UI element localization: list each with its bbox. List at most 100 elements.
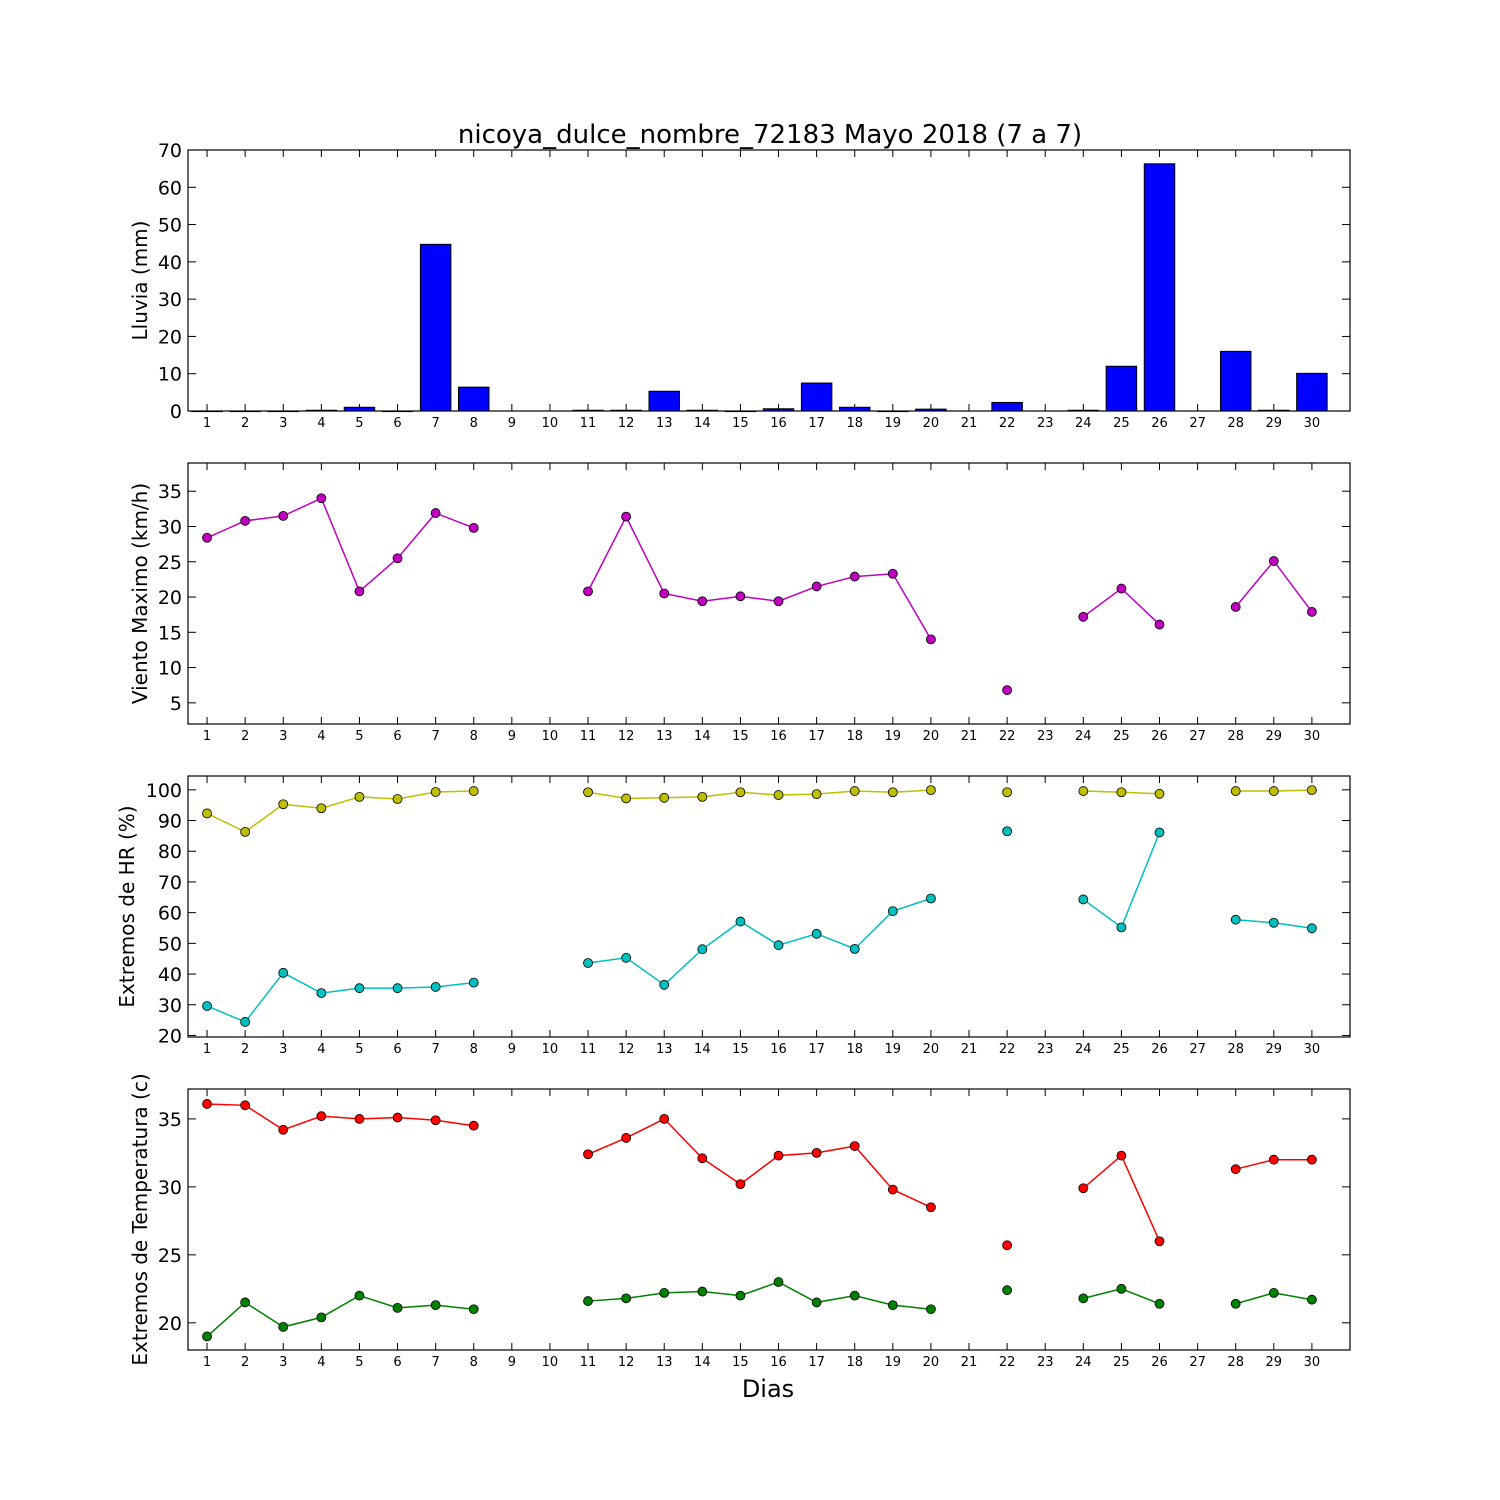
data-point bbox=[354, 983, 365, 994]
series-1 bbox=[202, 493, 1317, 696]
x-tick-label: 10 bbox=[542, 1042, 559, 1057]
data-point bbox=[583, 1296, 593, 1306]
data-point bbox=[926, 893, 936, 904]
data-point bbox=[202, 532, 212, 543]
x-tick-label: 6 bbox=[393, 416, 401, 431]
bar bbox=[572, 409, 604, 412]
y-tick-label: 25 bbox=[158, 552, 182, 574]
data-point bbox=[1154, 619, 1165, 630]
x-tick-label: 24 bbox=[1075, 729, 1092, 744]
data-point bbox=[316, 988, 327, 998]
data-point bbox=[202, 808, 212, 819]
y-tick-label: 20 bbox=[158, 587, 182, 609]
x-tick-label: 7 bbox=[431, 416, 439, 431]
data-point bbox=[887, 787, 898, 798]
x-tick-label: 11 bbox=[580, 416, 597, 431]
x-tick-label: 25 bbox=[1113, 729, 1130, 744]
x-tick-label: 22 bbox=[999, 729, 1016, 744]
x-tick-label: 26 bbox=[1151, 416, 1168, 431]
series-line bbox=[206, 1294, 474, 1337]
x-tick-label: 29 bbox=[1266, 416, 1283, 431]
data-point bbox=[392, 553, 403, 564]
x-tick-label: 19 bbox=[885, 1042, 902, 1057]
x-tick-label: 18 bbox=[846, 1042, 863, 1057]
y-tick-label: 70 bbox=[158, 140, 182, 162]
x-tick-label: 17 bbox=[808, 729, 825, 744]
x-tick-label: 11 bbox=[580, 1042, 597, 1057]
data-point bbox=[697, 1153, 708, 1164]
x-tick-label: 29 bbox=[1266, 1042, 1283, 1057]
data-point bbox=[316, 803, 327, 814]
data-point bbox=[773, 1277, 784, 1287]
data-point bbox=[1230, 1164, 1241, 1175]
x-tick-label: 24 bbox=[1075, 1355, 1092, 1370]
data-point bbox=[697, 944, 708, 955]
data-point bbox=[583, 958, 593, 968]
x-tick-label: 14 bbox=[694, 729, 711, 744]
y-tick-label: 20 bbox=[158, 1313, 182, 1335]
x-tick-label: 17 bbox=[808, 1355, 825, 1370]
x-tick-label: 21 bbox=[961, 1042, 978, 1057]
axes-frame bbox=[187, 1088, 1351, 1351]
series-line bbox=[587, 897, 932, 986]
x-tick-label: 27 bbox=[1189, 416, 1206, 431]
y-tick-label: 5 bbox=[170, 693, 182, 715]
y-tick-label: 10 bbox=[158, 364, 182, 386]
bar bbox=[305, 409, 338, 412]
x-tick-label: 20 bbox=[923, 729, 940, 744]
data-point bbox=[773, 596, 784, 607]
data-point bbox=[735, 1290, 746, 1301]
data-point bbox=[392, 983, 403, 994]
x-tick-label: 27 bbox=[1189, 1042, 1206, 1057]
data-point bbox=[1307, 1294, 1317, 1305]
x-tick-label: 9 bbox=[508, 1042, 516, 1057]
x-tick-label: 23 bbox=[1037, 729, 1054, 744]
data-point bbox=[926, 1304, 936, 1315]
y-tick-label: 30 bbox=[158, 289, 182, 311]
data-point bbox=[697, 791, 708, 802]
x-tick-label: 9 bbox=[508, 729, 516, 744]
x-tick-label: 11 bbox=[580, 729, 597, 744]
data-point bbox=[735, 787, 746, 798]
data-point bbox=[849, 1290, 860, 1301]
data-point bbox=[735, 1179, 746, 1190]
x-tick-label: 4 bbox=[317, 1355, 325, 1370]
x-tick-label: 29 bbox=[1266, 1355, 1283, 1370]
data-point bbox=[1116, 1150, 1127, 1161]
data-point bbox=[468, 977, 479, 988]
x-tick-label: 6 bbox=[393, 729, 401, 744]
x-tick-label: 4 bbox=[317, 416, 325, 431]
x-tick-label: 26 bbox=[1151, 1355, 1168, 1370]
axes-frame bbox=[187, 462, 1351, 725]
data-point bbox=[1230, 786, 1241, 796]
data-point bbox=[278, 511, 289, 521]
x-tick-label: 24 bbox=[1075, 1042, 1092, 1057]
data-point bbox=[354, 1114, 365, 1124]
data-point bbox=[240, 1100, 251, 1111]
bar bbox=[229, 410, 261, 413]
y-tick-label: 40 bbox=[158, 964, 182, 986]
y-tick-label: 90 bbox=[158, 811, 182, 833]
bar bbox=[191, 410, 223, 413]
x-tick-label: 6 bbox=[393, 1042, 401, 1057]
data-point bbox=[1307, 923, 1317, 934]
bar bbox=[648, 390, 680, 412]
data-point bbox=[659, 792, 670, 803]
x-tick-label: 28 bbox=[1227, 416, 1244, 431]
bar bbox=[762, 408, 795, 412]
data-point bbox=[1116, 583, 1127, 594]
data-point bbox=[392, 1302, 403, 1313]
x-tick-label: 19 bbox=[885, 1355, 902, 1370]
y-tick-label: 35 bbox=[158, 481, 182, 503]
data-point bbox=[1002, 1240, 1013, 1251]
data-point bbox=[430, 1115, 441, 1126]
x-tick-label: 30 bbox=[1304, 416, 1321, 431]
x-tick-label: 21 bbox=[961, 416, 978, 431]
data-point bbox=[316, 1111, 327, 1122]
x-tick-label: 11 bbox=[580, 1355, 597, 1370]
x-tick-label: 8 bbox=[470, 416, 478, 431]
data-point bbox=[621, 1293, 632, 1304]
data-point bbox=[1307, 606, 1317, 617]
y-tick-label: 30 bbox=[158, 1177, 182, 1199]
x-tick-label: 5 bbox=[355, 1042, 363, 1057]
